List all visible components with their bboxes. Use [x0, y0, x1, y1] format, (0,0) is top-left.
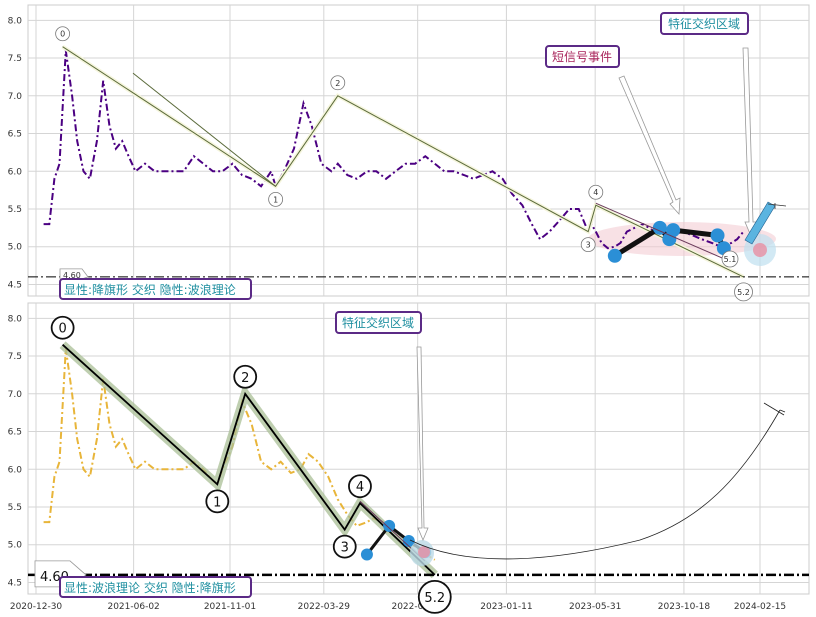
feature-zone-tag-bottom: 特征交织区域 [335, 311, 422, 334]
flag-segment [365, 524, 391, 556]
flag-segment [613, 225, 662, 258]
wave-point-marker [580, 237, 596, 253]
wave-point-marker [417, 580, 452, 614]
price-line [43, 50, 745, 250]
top-wave-labels: 0 1 2 3 4 5.2 5.1 [55, 26, 753, 302]
y-tick-label: 6.5 [8, 130, 22, 140]
bottom-breakout-ellipse [410, 540, 434, 566]
flag-marker [607, 248, 622, 263]
top-breakout-flag [744, 201, 787, 245]
y-tick-label: 7.5 [8, 54, 22, 64]
feature-zone-text-bottom: 特征交织区域 [342, 315, 414, 330]
wave-point-marker [233, 364, 258, 389]
y-tick-label: 5.0 [8, 541, 23, 551]
wave-point-label: 5.2 [737, 288, 750, 297]
x-tick-label: 2023-05-31 [569, 602, 621, 612]
y-tick-label: 7.5 [8, 352, 22, 362]
y-tick-label: 6.0 [8, 167, 23, 177]
top-wave-lines [61, 45, 745, 279]
y-tick-label: 5.0 [8, 243, 23, 253]
y-tick-label: 5.5 [8, 503, 22, 513]
wave-point-marker [55, 26, 71, 42]
flag-segment [672, 227, 718, 238]
y-tick-label: 7.0 [8, 390, 23, 400]
bottom-legend-text: 显性:波浪理论 交织 隐性:降旗形 [64, 580, 236, 595]
wave-point-label: 2 [335, 79, 340, 88]
flag-marker [652, 220, 667, 235]
bottom-legend-box: 显性:波浪理论 交织 隐性:降旗形 [59, 576, 252, 598]
y-tick-label: 4.5 [8, 578, 22, 588]
wave-point-label: 0 [60, 30, 65, 39]
y-tick-label: 8.0 [8, 16, 23, 26]
top-y-axis-ticks: 4.5 5.0 5.5 6.0 6.5 7.0 7.5 8.0 [8, 16, 23, 290]
x-tick-label: 2020-12-30 [10, 602, 63, 612]
bottom-y-axis-ticks: 4.5 5.0 5.5 6.0 6.5 7.0 7.5 8.0 [8, 314, 23, 588]
short-signal-text: 短信号事件 [552, 50, 612, 64]
wave-point-label: 0 [58, 322, 66, 337]
wave-line [61, 344, 436, 576]
wave-point-marker [268, 191, 284, 207]
flag-marker [360, 548, 373, 561]
wave-point-marker [332, 534, 357, 559]
wave-line [62, 46, 744, 278]
wave-point-marker [205, 489, 230, 514]
projection-arc-tip [763, 402, 786, 416]
wave-point-label: 3 [586, 241, 591, 250]
top-legend-text: 显性:降旗形 交织 隐性:波浪理论 [64, 282, 236, 297]
x-tick-label: 2023-01-11 [480, 602, 532, 612]
top-horizontal-level-line: 4.60 [28, 268, 809, 280]
wave-point-label: 2 [241, 371, 249, 386]
x-tick-label: 2024-02-15 [734, 602, 786, 612]
bottom-wave-labels: 0 1 2 3 4 5.2 [50, 315, 452, 614]
level-label: 4.60 [63, 271, 81, 280]
feature-zone-text-top: 特征交织区域 [668, 16, 740, 31]
x-tick-label: 2021-11-01 [204, 602, 256, 612]
x-tick-label: 2023-10-18 [658, 602, 711, 612]
flag-marker [710, 228, 725, 243]
y-tick-label: 6.5 [8, 428, 22, 438]
feature-zone-tag-top: 特征交织区域 [660, 12, 749, 35]
level-label-arrow [59, 268, 89, 280]
x-tick-label: 2022-03-29 [298, 602, 351, 612]
x-tick-label: 2022-08-24 [391, 602, 444, 612]
wave-point-label: 1 [213, 495, 221, 510]
small-label: 5.1 [724, 255, 737, 264]
wave-point-label: 5.2 [424, 591, 445, 606]
bottom-panel: 4.5 5.0 5.5 6.0 6.5 7.0 7.5 8.0 2020-12-30 2021-… [8, 302, 810, 614]
x-tick-label: 2021-06-02 [107, 602, 159, 612]
wave-point-label: 4 [356, 480, 364, 495]
top-price-series [43, 50, 745, 250]
wave-point-marker [348, 474, 372, 499]
wave-point-label: 1 [273, 195, 278, 204]
y-tick-label: 6.0 [8, 465, 23, 475]
bottom-x-axis-ticks: 2020-12-30 2021-06-02 2021-11-01 2022-03-29… [10, 602, 786, 612]
y-tick-label: 7.0 [8, 92, 23, 102]
feature-zone-arrow-bottom [416, 346, 429, 542]
y-tick-label: 4.5 [8, 280, 22, 290]
wave-point-label: 3 [341, 541, 349, 556]
projection-arc [409, 409, 781, 560]
wave-point-marker [588, 184, 604, 200]
y-tick-label: 8.0 [8, 314, 23, 324]
bottom-wave-lines [59, 341, 438, 579]
top-panel: 4.5 5.0 5.5 6.0 6.5 7.0 7.5 8.0 4.60 0 1 2 3 4 5.2 5.… [8, 4, 810, 302]
flag-marker [666, 223, 681, 238]
wave-point-marker [330, 75, 346, 91]
flag-marker [383, 519, 396, 532]
short-signal-tag: 短信号事件 [545, 45, 620, 68]
y-tick-label: 5.5 [8, 205, 22, 215]
flag-upper-boundary [595, 202, 734, 264]
small-label-marker [721, 250, 739, 268]
secondary-wave-line [132, 72, 276, 187]
wave-point-marker [50, 315, 75, 340]
wave-point-label: 4 [593, 188, 598, 197]
short-signal-arrow [618, 75, 681, 215]
wave-point-marker [734, 282, 753, 302]
top-legend-box: 显性:降旗形 交织 隐性:波浪理论 [59, 278, 252, 300]
